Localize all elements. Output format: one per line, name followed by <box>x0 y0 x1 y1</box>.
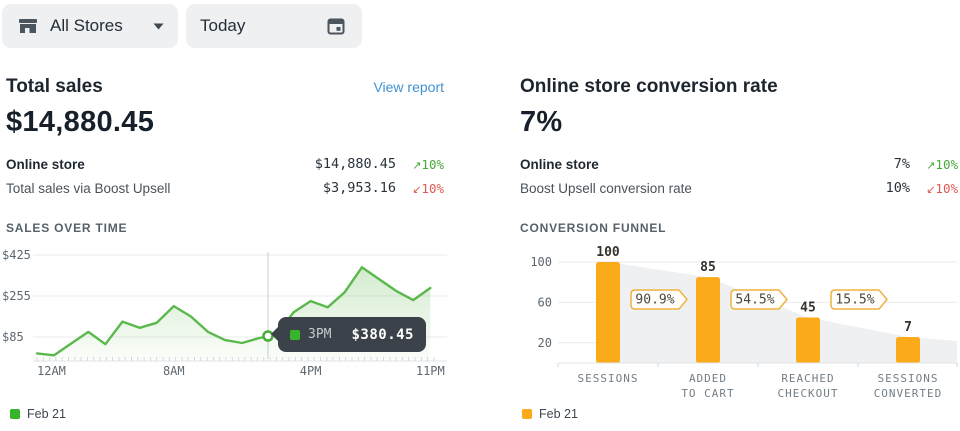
sales-over-time-heading: SALES OVER TIME <box>6 221 128 235</box>
svg-text:20: 20 <box>538 336 552 350</box>
funnel-legend: Feb 21 <box>522 407 578 421</box>
svg-text:7: 7 <box>904 320 912 335</box>
row-value: 10% <box>885 180 910 196</box>
conversion-header: Online store conversion rate <box>520 76 958 98</box>
row-value: $14,880.45 <box>314 156 396 172</box>
svg-text:$425: $425 <box>2 248 31 262</box>
legend-label: Feb 21 <box>27 407 66 421</box>
store-selector-label: All Stores <box>50 16 123 35</box>
svg-text:45: 45 <box>800 301 816 316</box>
conversion-rate-badge <box>830 289 888 310</box>
conversion-rate-value: 7% <box>520 106 563 138</box>
tooltip-value: $380.45 <box>351 326 414 343</box>
sales-over-time-chart[interactable]: $425 $255 $85 12AM 8AM 4PM 11PM <box>0 246 452 380</box>
svg-text:60: 60 <box>538 295 552 309</box>
row-change: ↙10% <box>412 180 444 196</box>
svg-text:4PM: 4PM <box>300 364 322 378</box>
trend-down-icon: ↙ <box>926 182 936 196</box>
calendar-icon <box>327 18 345 35</box>
conversion-row-online-store: Online store 7% ↗10% <box>520 152 958 176</box>
row-change: ↙10% <box>926 180 958 196</box>
view-report-link[interactable]: View report <box>373 79 444 95</box>
row-label: Online store <box>520 156 599 172</box>
conversion-rate-badge <box>630 289 688 310</box>
sales-legend: Feb 21 <box>10 407 66 421</box>
trend-up-icon: ↗ <box>926 158 936 172</box>
row-value: 7% <box>893 156 910 172</box>
conversion-breakdown: Online store 7% ↗10% Boost Upsell conver… <box>520 152 958 200</box>
row-change: ↗10% <box>926 156 958 172</box>
svg-text:REACHED: REACHED <box>781 372 834 385</box>
funnel-bar <box>796 317 820 363</box>
conversion-funnel-chart[interactable]: 100 60 20 100 85 45 7 90.9% 54.5% 15.5% SESSIONS AD… <box>520 245 960 406</box>
svg-text:11PM: 11PM <box>416 364 445 378</box>
row-value: $3,953.16 <box>322 180 396 196</box>
svg-text:8AM: 8AM <box>163 364 185 378</box>
row-label: Boost Upsell conversion rate <box>520 180 692 196</box>
funnel-bar <box>596 262 620 363</box>
svg-text:$85: $85 <box>2 330 24 344</box>
svg-text:ADDED: ADDED <box>689 372 727 385</box>
svg-text:SESSIONS: SESSIONS <box>578 372 639 385</box>
conversion-rate-badge <box>730 289 788 310</box>
store-selector[interactable]: All Stores <box>2 4 178 48</box>
legend-swatch-orange <box>522 409 532 419</box>
date-range-label: Today <box>200 16 246 35</box>
svg-text:CHECKOUT: CHECKOUT <box>778 387 839 400</box>
tooltip-time: 3PM <box>308 327 332 342</box>
sales-breakdown: Online store $14,880.45 ↗10% Total sales… <box>6 152 444 200</box>
svg-text:15.5%: 15.5% <box>835 293 874 308</box>
row-change: ↗10% <box>412 156 444 172</box>
chevron-down-icon <box>153 23 164 29</box>
legend-label: Feb 21 <box>539 407 578 421</box>
funnel-bar <box>896 337 920 363</box>
svg-text:$255: $255 <box>2 289 31 303</box>
svg-text:TO CART: TO CART <box>681 387 734 400</box>
svg-text:85: 85 <box>700 260 716 275</box>
funnel-bar <box>696 277 720 363</box>
svg-text:SESSIONS: SESSIONS <box>878 372 939 385</box>
svg-text:54.5%: 54.5% <box>735 293 774 308</box>
storefront-icon <box>19 19 37 33</box>
funnel-area <box>608 262 957 363</box>
sales-row-online-store: Online store $14,880.45 ↗10% <box>6 152 444 176</box>
trend-up-icon: ↗ <box>412 158 422 172</box>
trend-down-icon: ↙ <box>412 182 422 196</box>
sales-header: Total sales View report <box>6 76 444 98</box>
total-sales-value: $14,880.45 <box>6 106 155 138</box>
row-label: Total sales via Boost Upsell <box>6 180 171 196</box>
row-label: Online store <box>6 156 85 172</box>
svg-text:CONVERTED: CONVERTED <box>874 387 943 400</box>
conversion-funnel-heading: CONVERSION FUNNEL <box>520 221 667 235</box>
svg-text:100: 100 <box>596 245 620 260</box>
legend-swatch-green <box>10 409 20 419</box>
tooltip-series-swatch <box>290 329 300 340</box>
svg-text:100: 100 <box>530 255 552 269</box>
conversion-row-boost-upsell: Boost Upsell conversion rate 10% ↙10% <box>520 176 958 200</box>
sales-row-boost-upsell: Total sales via Boost Upsell $3,953.16 ↙… <box>6 176 444 200</box>
sales-title: Total sales <box>6 76 103 97</box>
date-range-selector[interactable]: Today <box>186 4 362 48</box>
chart-tooltip: 3PM $380.45 <box>271 317 426 352</box>
svg-text:90.9%: 90.9% <box>635 293 674 308</box>
sales-line <box>35 266 432 357</box>
svg-text:12AM: 12AM <box>37 364 66 378</box>
conversion-title: Online store conversion rate <box>520 76 778 97</box>
